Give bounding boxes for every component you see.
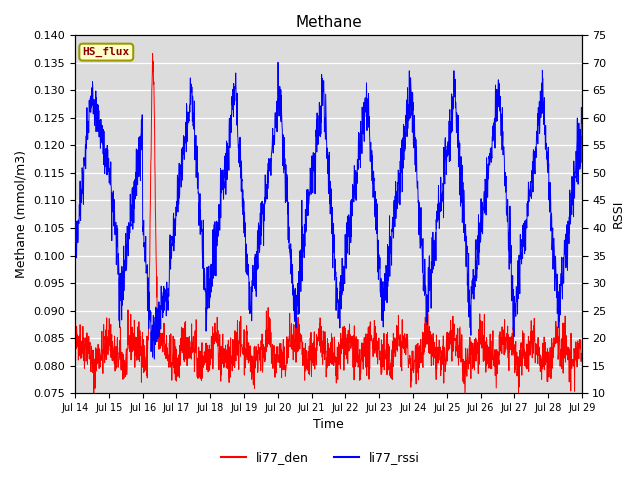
Text: HS_flux: HS_flux: [83, 47, 130, 57]
Title: Methane: Methane: [295, 15, 362, 30]
Y-axis label: Methane (mmol/m3): Methane (mmol/m3): [15, 150, 28, 278]
X-axis label: Time: Time: [313, 419, 344, 432]
Y-axis label: RSSI: RSSI: [612, 200, 625, 228]
Legend: li77_den, li77_rssi: li77_den, li77_rssi: [216, 446, 424, 469]
